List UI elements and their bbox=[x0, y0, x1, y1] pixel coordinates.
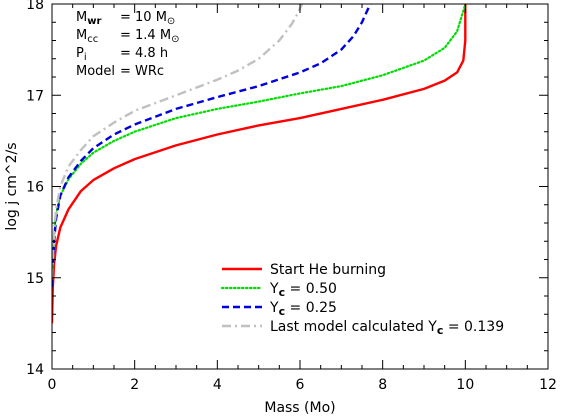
y-tick-label: 14 bbox=[26, 362, 44, 378]
series-line-1 bbox=[52, 4, 467, 279]
legend-text: Last model calculated Y bbox=[270, 319, 437, 335]
legend-label-0: Start He burning bbox=[270, 262, 386, 278]
x-axis-title: Mass (Mo) bbox=[264, 400, 335, 416]
x-tick-label: 8 bbox=[378, 377, 387, 393]
legend-label-2: Yc = 0.25 bbox=[269, 300, 337, 318]
y-tick-label: 17 bbox=[26, 88, 44, 104]
annotation-line: Pi = 4.8 h bbox=[76, 46, 168, 63]
annotation-line: Model = WRc bbox=[76, 64, 164, 79]
sun-symbol: ⊙ bbox=[171, 34, 179, 45]
annotation-value: = 1.4 M bbox=[120, 28, 171, 43]
x-tick-label: 4 bbox=[213, 377, 222, 393]
y-axis-title: log j cm^2/s bbox=[4, 142, 20, 230]
y-tick-label: 15 bbox=[26, 271, 44, 287]
x-tick-label: 10 bbox=[456, 377, 474, 393]
legend-text: Y bbox=[269, 300, 279, 316]
annotation-value: = WRc bbox=[120, 64, 164, 79]
series-line-2 bbox=[52, 4, 372, 287]
annotation-subscript: wr bbox=[87, 16, 101, 27]
legend-text: Start He burning bbox=[270, 262, 386, 278]
annotation-subscript: i bbox=[84, 52, 87, 63]
annotation-value: = 4.8 h bbox=[120, 46, 168, 61]
legend-value: = 0.139 bbox=[443, 319, 504, 335]
annotation-line: Mcc = 1.4 M⊙ bbox=[76, 28, 179, 45]
series-line-0 bbox=[52, 4, 467, 324]
legend-subscript: c bbox=[279, 286, 286, 299]
series-layer bbox=[52, 4, 467, 324]
legend-subscript: c bbox=[279, 305, 286, 318]
annotation-symbol: P bbox=[76, 46, 84, 61]
annotation-symbol: M bbox=[76, 10, 87, 25]
legend-text: Y bbox=[269, 281, 279, 297]
legend-value: = 0.25 bbox=[285, 300, 337, 316]
legend-label-1: Yc = 0.50 bbox=[269, 281, 337, 299]
y-tick-label: 16 bbox=[26, 180, 44, 196]
annotation-subscript: cc bbox=[87, 34, 98, 45]
x-tick-label: 12 bbox=[539, 377, 557, 393]
sun-symbol: ⊙ bbox=[167, 16, 175, 27]
y-tick-label: 18 bbox=[26, 0, 44, 13]
legend-subscript: c bbox=[437, 324, 444, 337]
annotation-line: Mwr = 10 M⊙ bbox=[76, 10, 175, 27]
legend-label-3: Last model calculated Yc = 0.139 bbox=[270, 319, 504, 337]
x-tick-label: 6 bbox=[296, 377, 305, 393]
tick-labels-layer: 0 2 4 6 8 10 12 14 15 16 17 18 bbox=[26, 0, 557, 393]
annotation-symbol: Model bbox=[76, 64, 115, 79]
x-tick-label: 2 bbox=[130, 377, 139, 393]
annotation-value: = 10 M bbox=[120, 10, 167, 25]
ticks-layer bbox=[51, 3, 549, 370]
series-line-3 bbox=[52, 4, 304, 278]
legend-value: = 0.50 bbox=[285, 281, 337, 297]
x-tick-label: 0 bbox=[48, 377, 57, 393]
annotation-symbol: M bbox=[76, 28, 87, 43]
